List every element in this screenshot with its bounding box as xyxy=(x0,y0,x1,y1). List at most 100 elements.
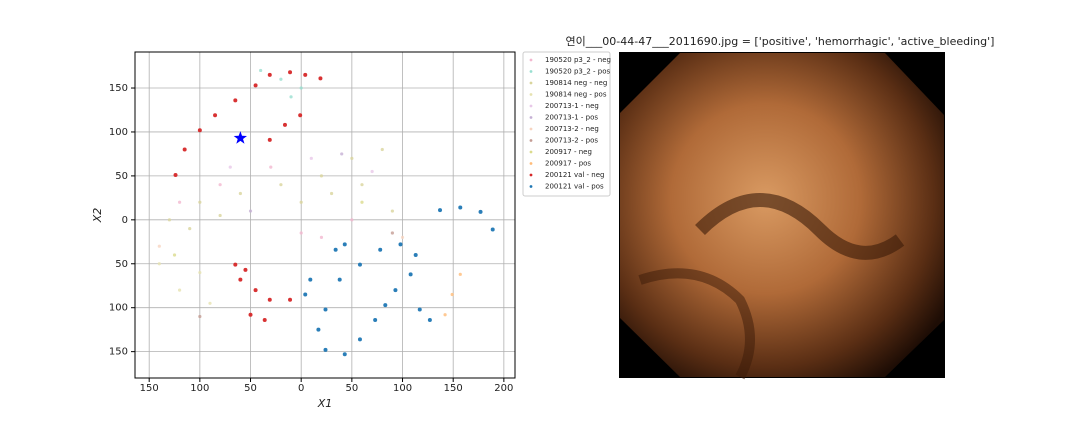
legend-marker xyxy=(529,58,533,62)
legend-marker xyxy=(529,70,533,73)
scatter-point xyxy=(198,314,202,319)
scatter-point xyxy=(333,247,338,252)
scatter-point xyxy=(329,191,334,196)
scatter-point xyxy=(373,318,378,323)
legend-marker xyxy=(529,93,533,96)
scatter-point xyxy=(318,76,323,81)
scatter-point xyxy=(267,137,272,142)
y-tick-label: 150 xyxy=(109,83,128,94)
scatter-point xyxy=(299,86,303,90)
scatter-point xyxy=(308,277,313,282)
scatter-point xyxy=(288,70,293,75)
scatter-point xyxy=(279,183,283,187)
legend-frame xyxy=(522,51,611,197)
scatter-point xyxy=(350,156,354,160)
scatter-point xyxy=(350,218,354,222)
scatter-point xyxy=(248,312,253,317)
x-tick-label: 50 xyxy=(345,383,358,394)
scatter-point xyxy=(197,128,202,133)
scatter-point xyxy=(383,303,388,308)
scatter-point xyxy=(398,242,403,247)
scatter-point xyxy=(357,262,362,267)
scatter-point xyxy=(177,200,182,204)
scatter-point xyxy=(378,247,383,252)
scatter-point xyxy=(253,83,258,88)
y-tick-label: 100 xyxy=(109,127,128,138)
scatter-point xyxy=(172,253,177,257)
scatter-point xyxy=(357,337,362,342)
y-tick-label: 150 xyxy=(109,347,128,358)
scatter-point xyxy=(267,297,272,302)
legend-label: 190814 neg - pos xyxy=(545,91,607,99)
scatter-point xyxy=(288,297,293,302)
scatter-point xyxy=(238,277,243,282)
scatter-point xyxy=(243,267,248,272)
scatter-point xyxy=(316,327,321,332)
x-tick-label: 100 xyxy=(393,383,412,394)
scatter-point xyxy=(360,200,364,204)
x-tick-label: 150 xyxy=(444,383,463,394)
legend-label: 200713-1 - pos xyxy=(545,114,598,122)
scatter-point xyxy=(279,77,283,81)
legend-label: 200713-2 - neg xyxy=(545,125,599,133)
scatter-point xyxy=(167,218,172,222)
scatter-point xyxy=(323,307,328,312)
scatter-point xyxy=(177,288,182,292)
legend-label: 190520 p3_2 - neg xyxy=(545,56,611,64)
legend-marker xyxy=(529,116,533,119)
scatter-point xyxy=(233,262,238,267)
scatter-point xyxy=(282,122,287,127)
legend-marker xyxy=(529,81,533,85)
scatter-point xyxy=(218,213,222,218)
scatter-point xyxy=(303,72,308,77)
scatter-point xyxy=(253,288,258,293)
scatter-point xyxy=(188,227,192,231)
scatter-point xyxy=(289,95,293,99)
scatter-point xyxy=(450,292,454,297)
scatter-point xyxy=(298,113,303,118)
scatter-point xyxy=(269,165,273,169)
scatter-point xyxy=(319,174,324,178)
legend-marker xyxy=(529,150,533,154)
scatter-point xyxy=(303,292,308,297)
image-fold xyxy=(695,193,905,260)
scatter-point xyxy=(458,205,463,210)
image-title: 연이___00-44-47___2011690.jpg = ['positive… xyxy=(566,35,995,48)
x-tick-label: 50 xyxy=(244,383,257,394)
x-axis-label: X1 xyxy=(317,397,333,410)
scatter-point xyxy=(360,183,364,187)
scatter-point xyxy=(238,191,242,196)
y-axis-label: X2 xyxy=(91,208,104,224)
legend: 190520 p3_2 - neg 190520 p3_2 - pos 190814… xyxy=(522,51,611,197)
scatter-point xyxy=(490,227,495,232)
scatter-point xyxy=(228,165,232,169)
legend-label: 190814 neg - neg xyxy=(545,79,607,87)
y-tick-label: 0 xyxy=(122,215,128,226)
legend-label: 200121 val - pos xyxy=(545,183,604,191)
scatter-point xyxy=(323,347,328,352)
endoscopy-image xyxy=(620,53,944,377)
scatter-point xyxy=(342,242,347,247)
scatter-point xyxy=(218,183,222,187)
legend-marker xyxy=(529,104,533,108)
scatter-point xyxy=(208,301,212,305)
scatter-point xyxy=(427,318,432,323)
scatter-point xyxy=(173,173,178,178)
scatter-point xyxy=(478,209,483,214)
scatter-point xyxy=(380,147,384,152)
image-fold xyxy=(638,268,755,380)
scatter-point xyxy=(443,313,447,317)
legend-label: 200917 - neg xyxy=(545,148,592,156)
legend-marker xyxy=(529,162,533,165)
scatter-point xyxy=(342,352,347,357)
x-tick-label: 0 xyxy=(298,383,304,394)
scatter-point xyxy=(438,208,443,213)
legend-label: 200917 - pos xyxy=(545,160,591,168)
scatter-point xyxy=(393,288,398,293)
scatter-point xyxy=(198,270,202,275)
legend-marker xyxy=(529,173,533,177)
legend-marker xyxy=(529,127,533,131)
plot-frame xyxy=(134,51,516,379)
scatter-point xyxy=(182,147,187,152)
